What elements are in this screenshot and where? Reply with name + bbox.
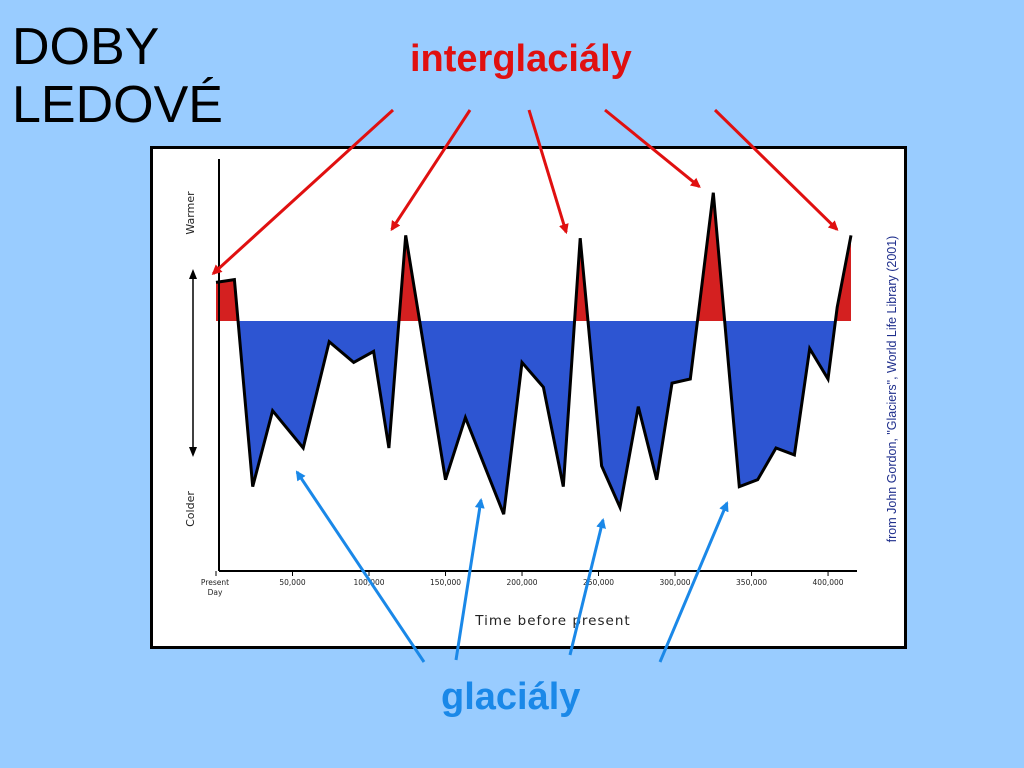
glacial-area-1 bbox=[419, 321, 575, 515]
temperature-line bbox=[215, 192, 853, 515]
y-label-colder: Colder bbox=[184, 491, 197, 527]
glacial-label: glaciály bbox=[441, 676, 581, 718]
x-tick-label: 400,000 bbox=[813, 578, 844, 587]
title-line-2: LEDOVÉ bbox=[12, 76, 223, 134]
chart-frame: Present Day 50,000 100,000 150,000 200,000 250… bbox=[150, 146, 907, 649]
glacial-area-2 bbox=[588, 321, 698, 508]
title-line-1: DOBY bbox=[12, 18, 160, 76]
glacial-area-0 bbox=[238, 321, 399, 487]
interglacial-area-0 bbox=[216, 279, 238, 321]
x-tick-label: 350,000 bbox=[736, 578, 767, 587]
warm-arrow-head bbox=[189, 269, 197, 279]
slide-title: DOBY LEDOVÉ bbox=[12, 18, 223, 134]
cold-arrow-head bbox=[189, 447, 197, 457]
x-tick-label: 50,000 bbox=[279, 578, 305, 587]
x-axis-title: Time before present bbox=[474, 613, 630, 629]
x-tick-label: 200,000 bbox=[507, 578, 538, 587]
interglacial-label: interglaciály bbox=[410, 38, 632, 80]
interglacial-area-3 bbox=[697, 192, 725, 321]
x-tick-label: 250,000 bbox=[583, 578, 614, 587]
x-tick-label: Day bbox=[208, 588, 223, 597]
source-credit: from John Gordon, "Glaciers", World Life… bbox=[885, 236, 899, 543]
x-tick-label: Present bbox=[201, 578, 229, 587]
glacial-area-3 bbox=[724, 321, 836, 487]
y-label-warmer: Warmer bbox=[184, 191, 197, 235]
x-tick-label: 150,000 bbox=[430, 578, 461, 587]
x-tick-label: 300,000 bbox=[660, 578, 691, 587]
x-tick-label: 100,000 bbox=[354, 578, 385, 587]
